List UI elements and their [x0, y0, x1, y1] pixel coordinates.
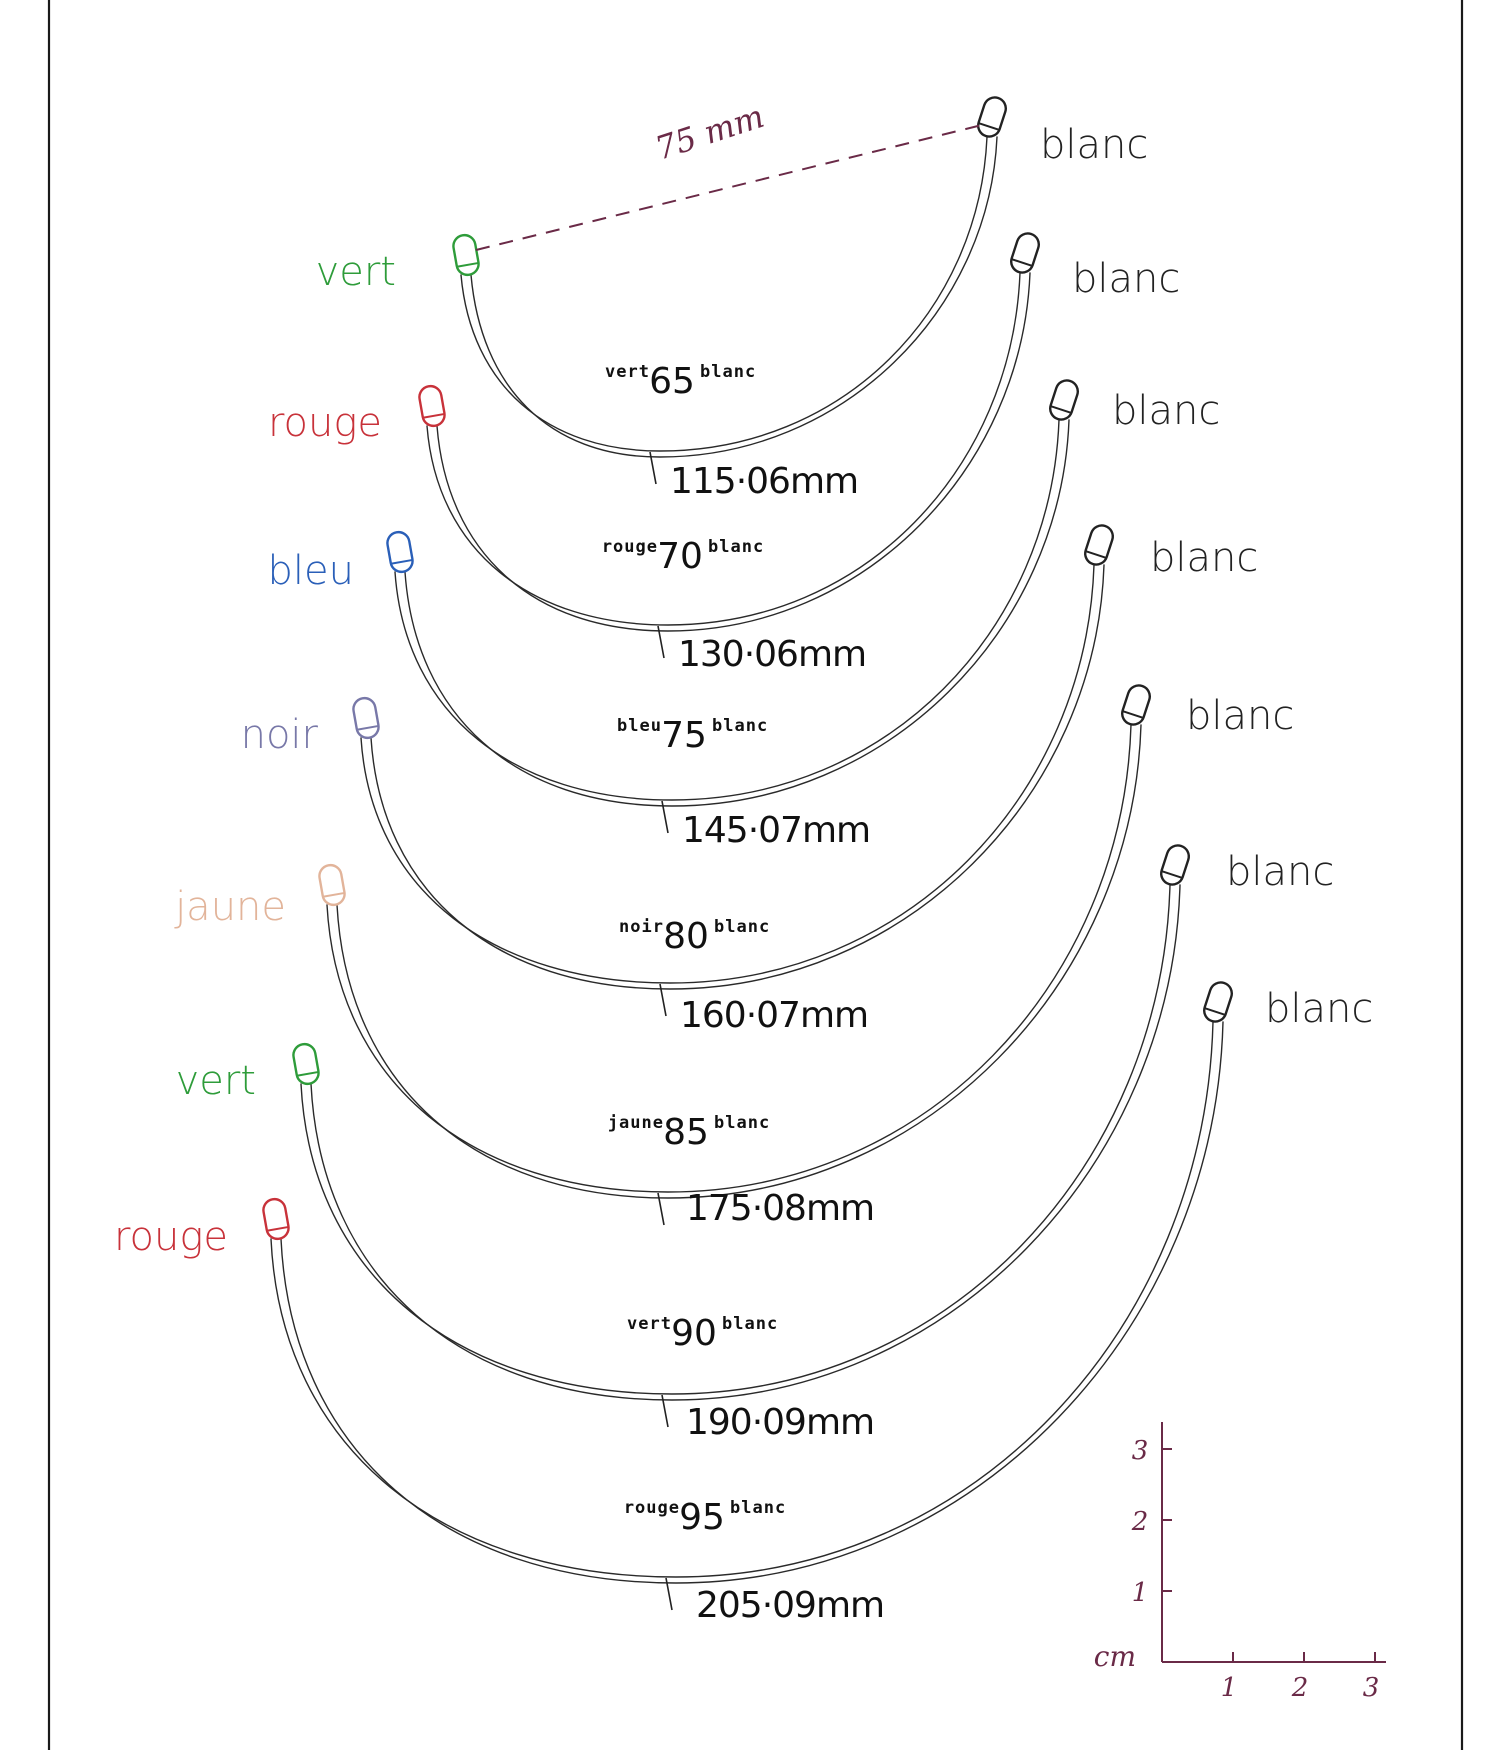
measurement-guide: 75 mm: [475, 97, 987, 251]
left-tip-icon: [452, 233, 480, 277]
wire-length-label: 130·06mm: [678, 634, 866, 675]
wire-inner-edge: [370, 564, 1105, 990]
wire-inner-edge: [310, 884, 1181, 1401]
left-color-label: jaune: [174, 884, 286, 930]
length-tick: [659, 983, 667, 1017]
left-tip-icon: [318, 863, 346, 907]
wire-outer-edge: [426, 272, 1021, 626]
wire-length-label: 160·07mm: [680, 995, 868, 1036]
size-number: 95: [679, 1497, 725, 1538]
wire-length-label: 205·09mm: [696, 1585, 884, 1626]
scale-unit-label: cm: [1094, 1640, 1136, 1673]
wire-outer-edge: [360, 564, 1095, 984]
size-number: 85: [663, 1112, 709, 1153]
scale-y-tick-label: 3: [1132, 1436, 1149, 1466]
right-color-label: blanc: [1150, 535, 1258, 581]
size-left-color: jaune: [608, 1113, 664, 1133]
right-tip-icon: [1121, 684, 1151, 726]
size-left-color: vert: [627, 1314, 672, 1334]
guide-dashed-line: [475, 123, 987, 251]
right-color-label: blanc: [1265, 986, 1373, 1032]
right-tip-icon: [1203, 981, 1233, 1023]
wire-inner-edge: [436, 272, 1031, 632]
left-color-label: rouge: [114, 1214, 228, 1260]
size-number: 80: [663, 916, 709, 957]
size-right-color: blanc: [700, 362, 756, 382]
size-right-color: blanc: [712, 716, 768, 736]
measurement-note: 75 mm: [651, 97, 769, 168]
scale-x-tick-label: 1: [1221, 1673, 1238, 1703]
left-color-label: vert: [316, 249, 396, 295]
size-right-color: blanc: [714, 1113, 770, 1133]
right-color-label: blanc: [1072, 256, 1180, 302]
size-number: 70: [657, 536, 703, 577]
size-left-color: rouge: [602, 537, 658, 557]
left-color-label: vert: [176, 1058, 256, 1104]
wire-length-label: 115·06mm: [670, 461, 858, 502]
size-right-color: blanc: [722, 1314, 778, 1334]
wire-inner-edge: [404, 419, 1070, 807]
size-right-color: blanc: [714, 917, 770, 937]
scale-x-tick-label: 3: [1363, 1673, 1380, 1703]
length-tick: [649, 451, 657, 485]
right-color-label: blanc: [1112, 388, 1220, 434]
left-tip-icon: [292, 1042, 320, 1086]
scale-y-tick-label: 2: [1131, 1507, 1149, 1537]
length-tick: [661, 800, 669, 834]
right-tip-icon: [1049, 379, 1079, 421]
wire-length-label: 175·08mm: [686, 1188, 874, 1229]
size-left-color: rouge: [624, 1498, 680, 1518]
right-tip-icon: [977, 96, 1007, 138]
size-number: 75: [661, 715, 707, 756]
right-tip-icon: [1084, 524, 1114, 566]
left-color-label: rouge: [268, 400, 382, 446]
size-number: 90: [671, 1313, 717, 1354]
scale-bar: 1 2 3 1 2 3 cm: [1094, 1422, 1386, 1703]
wire-outer-edge: [460, 136, 988, 452]
left-color-label: noir: [241, 712, 319, 758]
left-color-label: bleu: [268, 548, 354, 594]
wire-inner-edge: [336, 724, 1142, 1199]
wire-length-label: 145·07mm: [682, 810, 870, 851]
scale-x-tick-label: 2: [1291, 1673, 1309, 1703]
length-tick: [665, 1577, 673, 1611]
left-tip-icon: [386, 530, 414, 574]
left-tip-icon: [418, 384, 446, 428]
size-number: 65: [649, 361, 695, 402]
length-tick: [657, 625, 665, 659]
size-right-color: blanc: [708, 537, 764, 557]
wire-outer-edge: [270, 1021, 1214, 1578]
wire-length-label: 190·09mm: [686, 1402, 874, 1443]
size-left-color: vert: [605, 362, 650, 382]
right-tip-icon: [1160, 844, 1190, 886]
length-tick: [661, 1394, 669, 1428]
left-tip-icon: [352, 696, 380, 740]
left-tip-icon: [262, 1197, 290, 1241]
wire-inner-edge: [470, 136, 998, 458]
size-left-color: bleu: [617, 716, 662, 736]
length-tick: [657, 1192, 665, 1226]
right-tip-icon: [1010, 232, 1040, 274]
wire-inner-edge: [280, 1021, 1224, 1584]
size-left-color: noir: [619, 917, 664, 937]
scale-y-tick-label: 1: [1132, 1578, 1149, 1608]
wire-outer-edge: [326, 724, 1132, 1193]
wire-outer-edge: [300, 884, 1171, 1395]
right-color-label: blanc: [1040, 122, 1148, 168]
wire-outer-edge: [394, 419, 1060, 801]
size-right-color: blanc: [730, 1498, 786, 1518]
right-color-label: blanc: [1186, 693, 1294, 739]
right-color-label: blanc: [1226, 849, 1334, 895]
